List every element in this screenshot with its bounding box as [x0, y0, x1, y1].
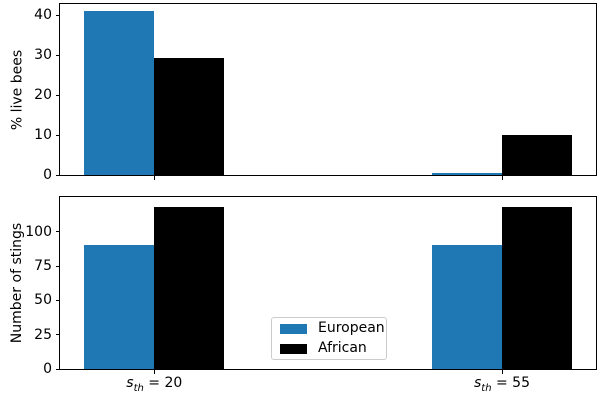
y-tick-label: 10 [34, 127, 52, 143]
y-tick-label: 0 [43, 361, 52, 377]
y-tick-mark [56, 54, 60, 56]
y-tick-label: 50 [34, 292, 52, 309]
x-tick-label: sth = 55 [473, 375, 530, 394]
y-tick-mark [56, 134, 60, 136]
y-tick-label: 75 [34, 258, 52, 275]
y-tick-mark [56, 94, 60, 96]
legend-label-european: European [318, 320, 385, 336]
legend: European African [271, 317, 387, 360]
bar-african-group1 [154, 207, 225, 369]
bar-african-group2 [502, 135, 572, 175]
bottom-plot-area [59, 196, 597, 370]
y-tick-mark [56, 231, 60, 233]
y-tick-mark [56, 14, 60, 16]
y-tick-label: 100 [25, 223, 52, 240]
european-swatch-icon [280, 323, 307, 334]
bar-african-group2 [502, 207, 572, 369]
african-swatch-icon [280, 343, 307, 354]
bar-african-group1 [154, 57, 225, 175]
y-tick-mark [56, 368, 60, 370]
y-tick-mark [56, 174, 60, 176]
y-axis-label-stings: Number of stings [9, 222, 25, 344]
x-tick-mark [501, 176, 503, 180]
bar-european-group2 [432, 245, 502, 369]
y-tick-label: 40 [34, 7, 52, 23]
bar-european-group1 [84, 11, 155, 175]
y-tick-label: 20 [34, 87, 52, 103]
legend-label-african: African [318, 340, 367, 356]
y-tick-mark [56, 265, 60, 267]
top-plot-area [59, 3, 597, 176]
y-tick-label: 30 [34, 47, 52, 63]
x-tick-label: sth = 20 [126, 375, 183, 394]
y-tick-mark [56, 299, 60, 301]
y-tick-mark [56, 334, 60, 336]
bar-european-group2 [432, 173, 502, 175]
bar-european-group1 [84, 245, 155, 369]
x-tick-mark [153, 176, 155, 180]
y-tick-label: 25 [34, 326, 52, 343]
x-tick-mark [153, 370, 155, 374]
y-tick-label: 0 [43, 167, 52, 183]
x-tick-mark [501, 370, 503, 374]
legend-entry-european: European [280, 321, 385, 336]
legend-entry-african: African [280, 341, 378, 356]
